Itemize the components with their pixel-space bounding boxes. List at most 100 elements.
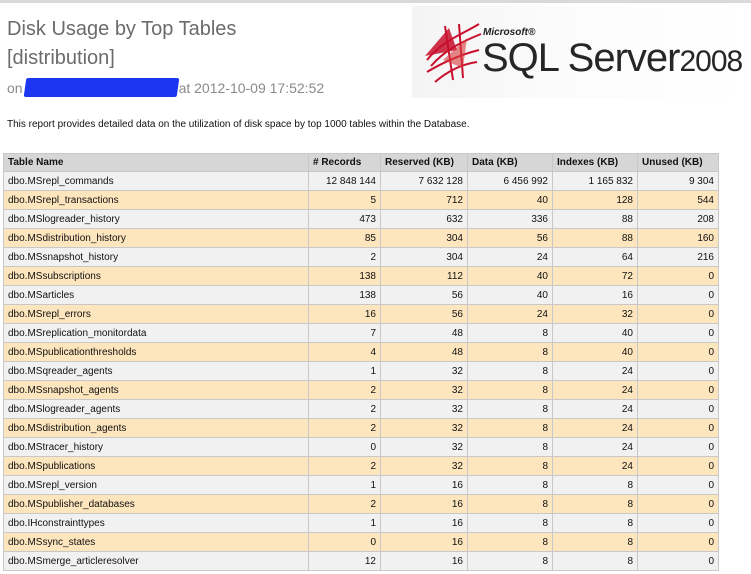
cell-indexes: 8 bbox=[552, 494, 638, 514]
column-header-reserved[interactable]: Reserved (KB) bbox=[380, 153, 468, 172]
top-rule bbox=[0, 0, 751, 3]
cell-records: 16 bbox=[308, 304, 381, 324]
cell-records: 5 bbox=[308, 190, 381, 210]
table-body: dbo.MSrepl_commands 12 848 144 7 632 128 6 … bbox=[3, 171, 719, 571]
cell-unused: 0 bbox=[637, 361, 719, 381]
table-row: dbo.MSdistribution_agents 2 32 8 24 0 bbox=[3, 418, 719, 438]
cell-reserved: 16 bbox=[380, 513, 468, 533]
cell-reserved: 32 bbox=[380, 437, 468, 457]
table-row: dbo.MSdistribution_history 85 304 56 88 160 bbox=[3, 228, 719, 248]
cell-table-name: dbo.MSpublicationthresholds bbox=[3, 342, 309, 362]
report-description: This report provides detailed data on th… bbox=[7, 119, 470, 130]
column-header-indexes[interactable]: Indexes (KB) bbox=[552, 153, 638, 172]
cell-reserved: 632 bbox=[380, 209, 468, 229]
cell-records: 1 bbox=[308, 475, 381, 495]
logo-microsoft-text: Microsoft® bbox=[483, 27, 536, 38]
cell-reserved: 304 bbox=[380, 228, 468, 248]
cell-data: 8 bbox=[467, 380, 553, 400]
table-row: dbo.MSpublisher_databases 2 16 8 8 0 bbox=[3, 494, 719, 514]
cell-reserved: 16 bbox=[380, 532, 468, 552]
cell-reserved: 7 632 128 bbox=[380, 171, 468, 191]
cell-unused: 0 bbox=[637, 266, 719, 286]
cell-unused: 0 bbox=[637, 285, 719, 305]
logo-product-name: SQL Server bbox=[482, 36, 680, 80]
cell-table-name: dbo.MStracer_history bbox=[3, 437, 309, 457]
cell-data: 24 bbox=[467, 247, 553, 267]
table-row: dbo.MStracer_history 0 32 8 24 0 bbox=[3, 437, 719, 457]
cell-indexes: 88 bbox=[552, 209, 638, 229]
cell-unused: 0 bbox=[637, 551, 719, 571]
logo-product-text: SQL Server2008 bbox=[482, 36, 743, 81]
report-title-line1: Disk Usage by Top Tables bbox=[7, 18, 237, 40]
cell-data: 8 bbox=[467, 399, 553, 419]
cell-table-name: dbo.MSsubscriptions bbox=[3, 266, 309, 286]
cell-table-name: dbo.MSlogreader_history bbox=[3, 209, 309, 229]
cell-indexes: 24 bbox=[552, 418, 638, 438]
cell-reserved: 712 bbox=[380, 190, 468, 210]
cell-unused: 0 bbox=[637, 437, 719, 457]
cell-unused: 9 304 bbox=[637, 171, 719, 191]
table-row: dbo.MSarticles 138 56 40 16 0 bbox=[3, 285, 719, 305]
report-subline: on at 2012-10-09 17:52:52 bbox=[7, 78, 324, 97]
cell-unused: 208 bbox=[637, 209, 719, 229]
column-header-data[interactable]: Data (KB) bbox=[467, 153, 553, 172]
cell-records: 7 bbox=[308, 323, 381, 343]
cell-records: 2 bbox=[308, 418, 381, 438]
cell-indexes: 128 bbox=[552, 190, 638, 210]
table-row: dbo.MSlogreader_history 473 632 336 88 208 bbox=[3, 209, 719, 229]
cell-unused: 0 bbox=[637, 418, 719, 438]
table-row: dbo.IHconstrainttypes 1 16 8 8 0 bbox=[3, 513, 719, 533]
cell-records: 2 bbox=[308, 399, 381, 419]
cell-reserved: 32 bbox=[380, 380, 468, 400]
cell-records: 2 bbox=[308, 494, 381, 514]
table-row: dbo.MSlogreader_agents 2 32 8 24 0 bbox=[3, 399, 719, 419]
table-row: dbo.MSpublications 2 32 8 24 0 bbox=[3, 456, 719, 476]
cell-records: 12 bbox=[308, 551, 381, 571]
report-title: Disk Usage by Top Tables [distribution] bbox=[7, 15, 236, 73]
cell-data: 40 bbox=[467, 190, 553, 210]
redacted-server-name bbox=[23, 78, 179, 97]
cell-data: 8 bbox=[467, 437, 553, 457]
cell-data: 8 bbox=[467, 323, 553, 343]
cell-records: 0 bbox=[308, 532, 381, 552]
cell-table-name: dbo.IHconstrainttypes bbox=[3, 513, 309, 533]
cell-indexes: 24 bbox=[552, 399, 638, 419]
cell-table-name: dbo.MSarticles bbox=[3, 285, 309, 305]
cell-table-name: dbo.MSrepl_errors bbox=[3, 304, 309, 324]
cell-unused: 216 bbox=[637, 247, 719, 267]
cell-data: 8 bbox=[467, 513, 553, 533]
table-row: dbo.MSsync_states 0 16 8 8 0 bbox=[3, 532, 719, 552]
cell-indexes: 8 bbox=[552, 513, 638, 533]
cell-data: 8 bbox=[467, 456, 553, 476]
cell-table-name: dbo.MSpublications bbox=[3, 456, 309, 476]
cell-records: 1 bbox=[308, 361, 381, 381]
cell-indexes: 72 bbox=[552, 266, 638, 286]
cell-records: 138 bbox=[308, 266, 381, 286]
cell-unused: 160 bbox=[637, 228, 719, 248]
cell-unused: 0 bbox=[637, 380, 719, 400]
column-header-unused[interactable]: Unused (KB) bbox=[637, 153, 719, 172]
cell-data: 336 bbox=[467, 209, 553, 229]
table-row: dbo.MSsnapshot_agents 2 32 8 24 0 bbox=[3, 380, 719, 400]
cell-data: 8 bbox=[467, 342, 553, 362]
cell-reserved: 56 bbox=[380, 304, 468, 324]
cell-reserved: 32 bbox=[380, 361, 468, 381]
table-row: dbo.MSsnapshot_history 2 304 24 64 216 bbox=[3, 247, 719, 267]
cell-unused: 0 bbox=[637, 399, 719, 419]
table-row: dbo.MSrepl_version 1 16 8 8 0 bbox=[3, 475, 719, 495]
cell-records: 4 bbox=[308, 342, 381, 362]
report-title-database: [distribution] bbox=[7, 47, 115, 69]
cell-data: 8 bbox=[467, 494, 553, 514]
cell-data: 8 bbox=[467, 361, 553, 381]
cell-indexes: 32 bbox=[552, 304, 638, 324]
column-header-table-name[interactable]: Table Name bbox=[3, 153, 309, 172]
cell-unused: 0 bbox=[637, 494, 719, 514]
cell-table-name: dbo.MSrepl_commands bbox=[3, 171, 309, 191]
column-header-records[interactable]: # Records bbox=[308, 153, 381, 172]
cell-table-name: dbo.MSrepl_transactions bbox=[3, 190, 309, 210]
table-row: dbo.MSrepl_transactions 5 712 40 128 544 bbox=[3, 190, 719, 210]
cell-indexes: 8 bbox=[552, 475, 638, 495]
cell-indexes: 24 bbox=[552, 361, 638, 381]
cell-reserved: 16 bbox=[380, 475, 468, 495]
cell-reserved: 304 bbox=[380, 247, 468, 267]
